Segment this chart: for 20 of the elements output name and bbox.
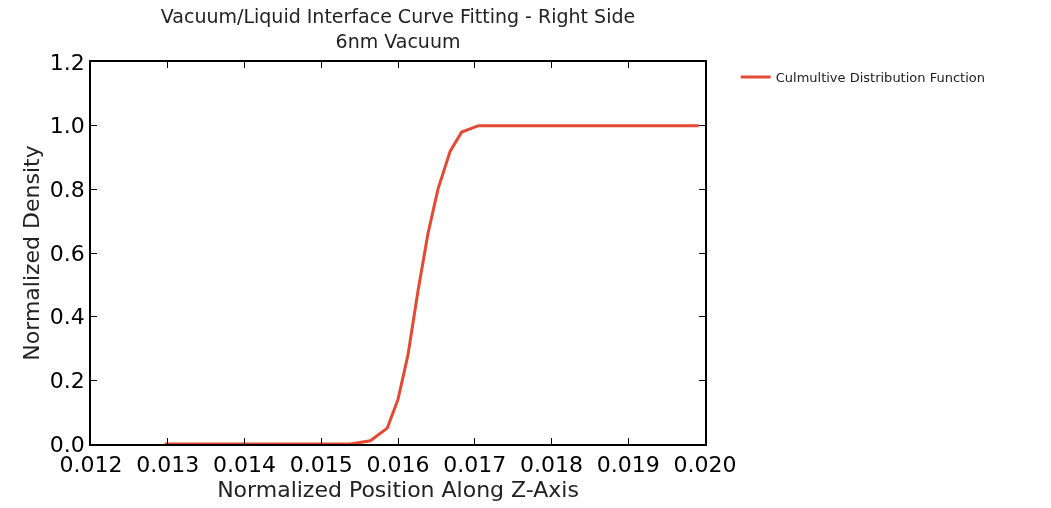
- chart-title: Vacuum/Liquid Interface Curve Fitting - Right Side: [160, 4, 636, 27]
- y-tick-label: 1.0: [49, 113, 85, 139]
- x-tick-label: 0.015: [289, 452, 353, 478]
- x-tick-label: 0.016: [366, 452, 430, 478]
- x-tick-label: 0.018: [520, 452, 583, 478]
- chart-subtitle: 6nm Vacuum: [335, 29, 461, 52]
- line-series: [163, 124, 701, 444]
- x-tick-label: 0.020: [673, 452, 737, 478]
- x-tick-label: 0.019: [596, 452, 660, 478]
- legend-label: Culmultive Distribution Function: [775, 70, 985, 86]
- x-tick-label: 0.014: [213, 452, 276, 478]
- y-tick-label: 0.8: [49, 177, 85, 203]
- y-tick-label: 0.6: [49, 240, 85, 266]
- y-tick-label: 0.2: [49, 368, 85, 394]
- x-tick-label: 0.017: [443, 452, 507, 478]
- x-axis-title: Normalized Position Along Z-Axis: [217, 477, 579, 503]
- y-tick-label: 0.4: [49, 304, 85, 330]
- y-axis-title: Normalized Density: [19, 145, 45, 361]
- x-tick-label: 0.013: [136, 452, 200, 478]
- y-tick-label: 1.2: [49, 49, 85, 75]
